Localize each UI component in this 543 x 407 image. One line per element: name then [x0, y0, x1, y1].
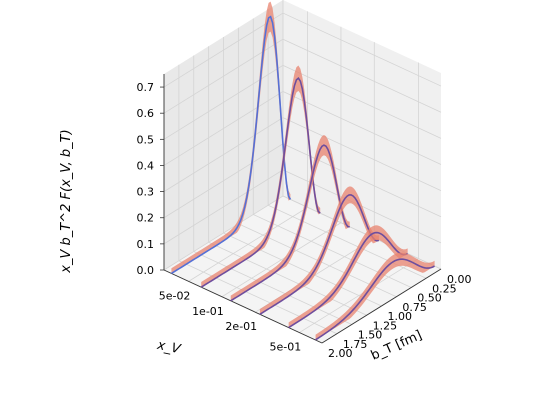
y-tick-label: 1.00: [388, 310, 413, 323]
y-tick-label: 1.25: [373, 319, 398, 332]
pane-back-right: [283, 0, 441, 269]
grid-line: [193, 251, 352, 325]
x-axis-line: [163, 269, 323, 344]
curve-line: [200, 76, 321, 288]
curve-line: [230, 144, 350, 302]
axis-lines: [163, 74, 442, 344]
curve-line: [288, 231, 408, 329]
grid-line: [299, 258, 419, 333]
curve-line: [315, 258, 435, 341]
y-tick-label: 0.25: [432, 282, 457, 295]
curves: [170, 1, 435, 341]
curve-line: [259, 194, 380, 315]
z-tick-label: 0.3: [137, 186, 155, 199]
grid-line: [282, 91, 442, 165]
x-axis-label: x_V: [155, 338, 183, 358]
z-tick-label: 0.5: [137, 133, 155, 146]
grid-line: [223, 232, 382, 307]
y-tick-label: 0.50: [417, 292, 442, 305]
z-tick-label: 0.0: [137, 264, 155, 277]
y-tick-label: 1.75: [343, 338, 368, 351]
grid-line: [282, 117, 442, 191]
x-tick-label: 5e-01: [270, 341, 302, 354]
grid-line: [208, 241, 367, 316]
z-tick-label: 0.1: [137, 238, 155, 251]
y-tick-label: 1.50: [358, 329, 383, 342]
x-tick-label: 2e-01: [225, 320, 257, 333]
z-tick-label: 0.7: [137, 81, 155, 94]
y-tick-label: 0.75: [402, 301, 427, 314]
grid-line: [282, 143, 442, 218]
grid-line: [178, 260, 338, 335]
x-tick-label: 5e-02: [159, 289, 191, 302]
z-tick-label: 0.6: [137, 107, 155, 120]
grid-line: [221, 222, 342, 298]
grid-line: [282, 12, 442, 87]
uncertainty-band: [288, 225, 408, 328]
x-tick-label: 1e-01: [192, 305, 224, 318]
y-tick-label: 2.00: [328, 347, 353, 360]
grid-line: [267, 204, 427, 279]
z-axis-label: x_V b_T^2 F(x_V, b_T): [59, 129, 74, 273]
curve-line: [170, 15, 292, 275]
z-tick-label: 0.4: [137, 159, 155, 172]
grid-line: [282, 38, 442, 113]
y-axis-line: [321, 268, 442, 344]
grid-line: [282, 195, 442, 270]
y-tick-label: 0.00: [447, 273, 472, 286]
uncertainty-band: [201, 65, 321, 288]
z-tick-label: 0.2: [137, 212, 155, 225]
grid-line: [282, 64, 442, 139]
grid-line: [188, 207, 308, 282]
